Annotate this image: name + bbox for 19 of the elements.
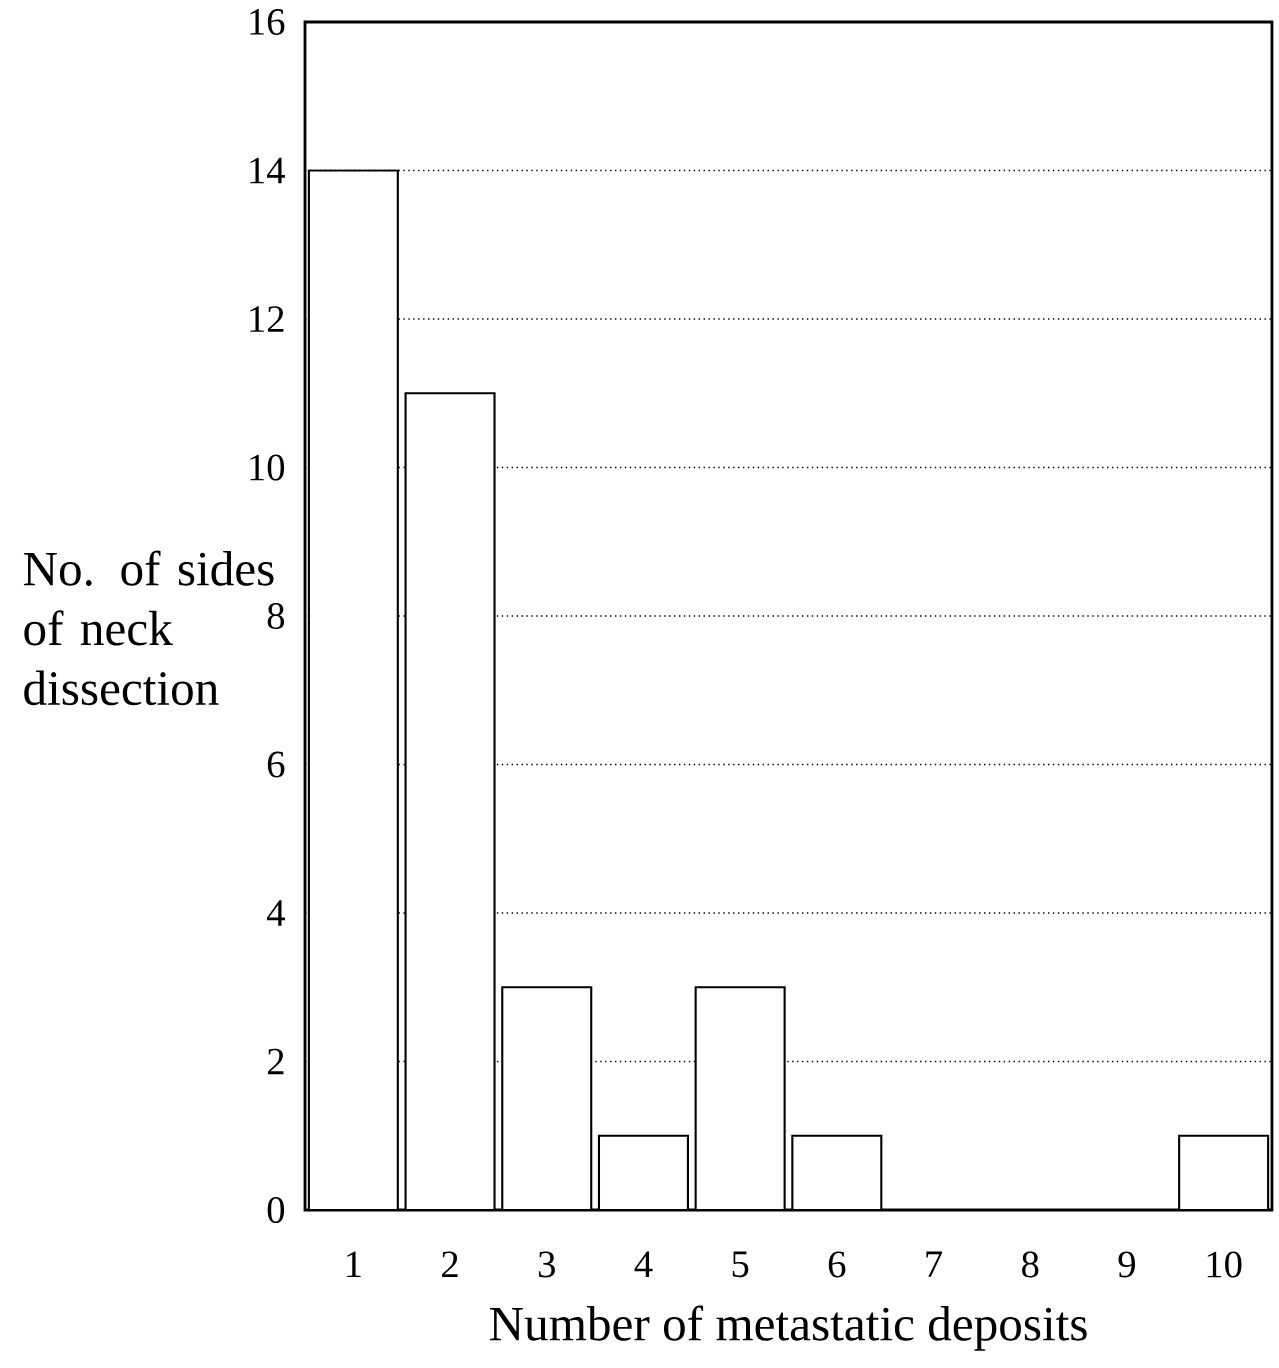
x-tick-label: 5	[732, 1251, 749, 1278]
y-tick-label: 6	[267, 751, 285, 778]
y-tick-label: 4	[266, 900, 285, 926]
y-tick-label: 0	[267, 1196, 285, 1224]
x-tick-label: 1	[347, 1251, 361, 1277]
x-tick-label: 3	[538, 1251, 555, 1278]
x-tick-label: 6	[828, 1251, 846, 1278]
x-tick-label: 10	[1207, 1251, 1242, 1278]
y-tick-label: 14	[250, 157, 285, 184]
x-tick-label: 2	[442, 1251, 458, 1278]
x-tick-label: 8	[1022, 1251, 1039, 1278]
y-tick-label: 16	[250, 9, 285, 35]
x-tick-label: 7	[926, 1251, 943, 1277]
x-tick-label: 4	[634, 1251, 653, 1277]
y-tick-label: 10	[250, 454, 285, 481]
x-tick-label: 9	[1118, 1251, 1136, 1278]
x-axis-title: Number of metastatic deposits	[489, 1305, 1087, 1351]
y-tick-label: 2	[267, 1048, 284, 1075]
y-tick-label: 12	[250, 306, 284, 332]
